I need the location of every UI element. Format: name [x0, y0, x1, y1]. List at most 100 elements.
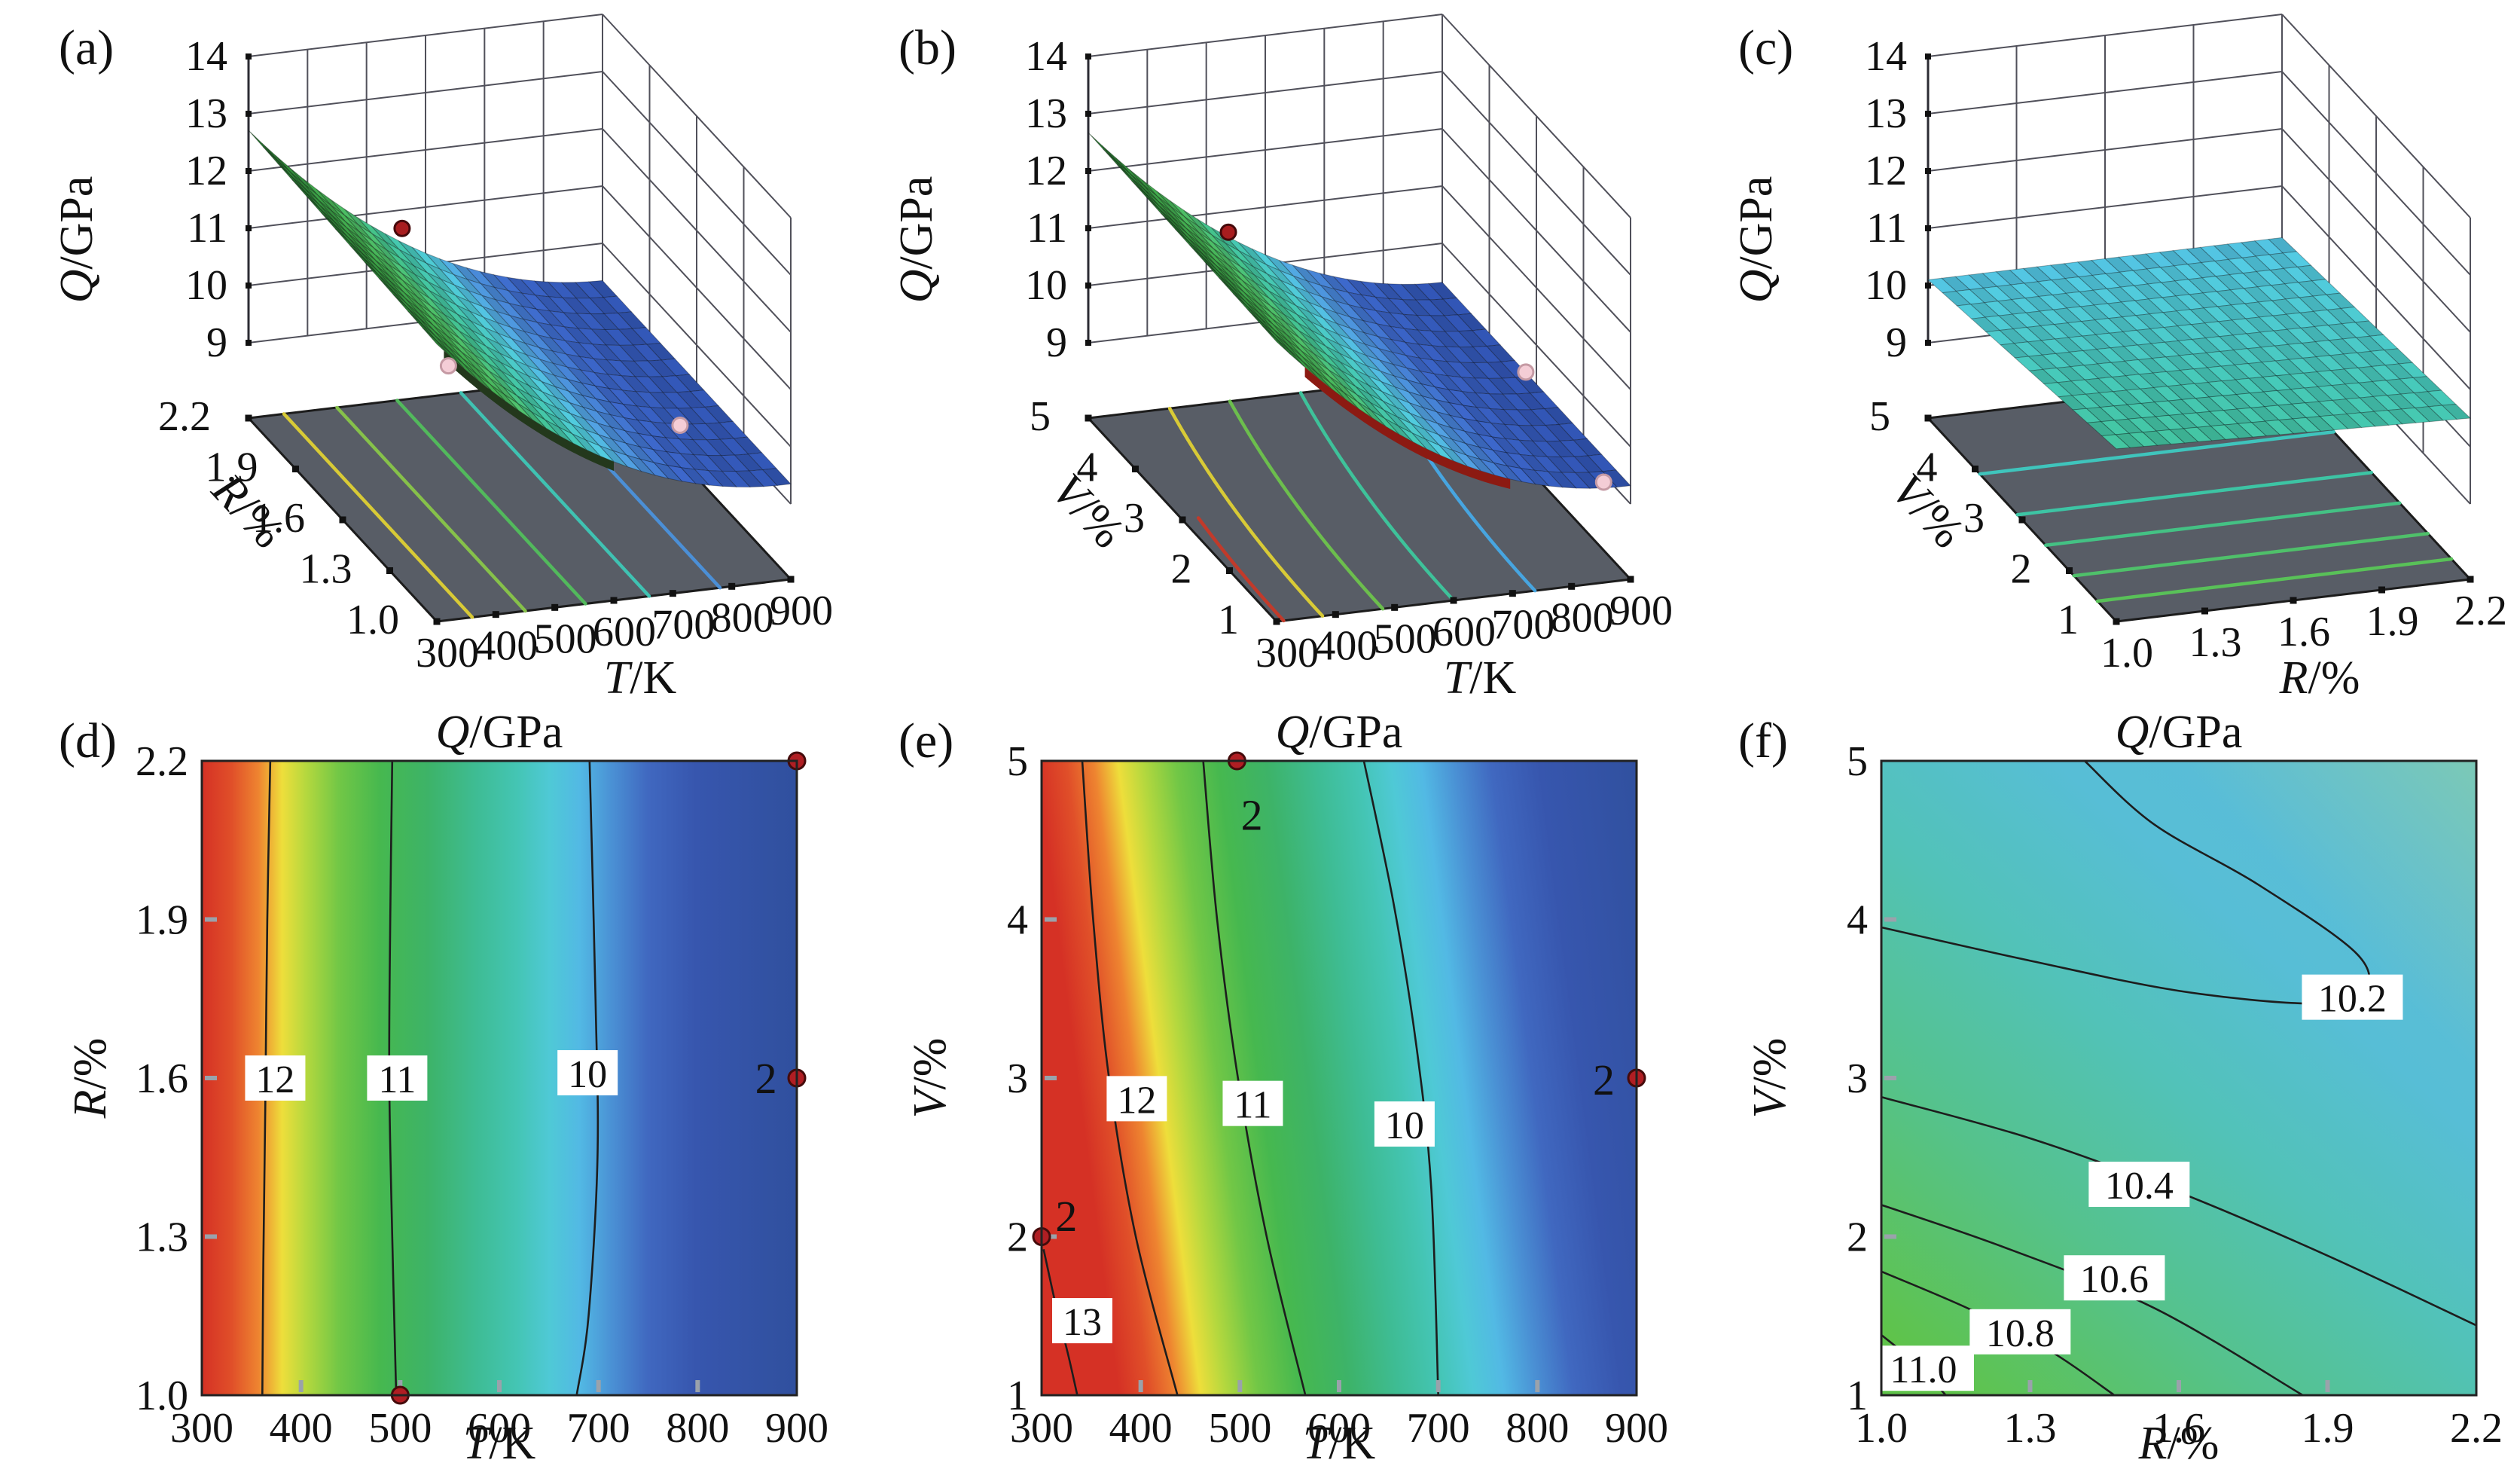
y-tick-label: 5	[1847, 738, 1868, 785]
data-point-dot	[1517, 363, 1535, 381]
y-tick-label: 3	[1007, 1055, 1028, 1102]
panel-c-x-axis-title: R/%	[2279, 652, 2360, 704]
x-tick-label: 700	[1491, 602, 1554, 649]
point-count-label: 2	[1593, 1055, 1615, 1104]
y-axis-tick	[433, 618, 441, 625]
y-tick-label: 1	[1218, 597, 1239, 643]
y-axis-tick	[292, 466, 299, 472]
contour-label-box	[1106, 1076, 1167, 1122]
panel-e-graphics: 12 11 10 13 2 2 2	[1032, 751, 1646, 1397]
panel-e: (e) 12 11 10 13 2 2 2 300 400 500 600 700 800 900 5 4 3…	[840, 708, 1679, 1463]
z-axis-tick	[246, 53, 252, 60]
x-tick-label: 2.2	[2454, 588, 2507, 634]
title-variable: Q	[1276, 708, 1310, 758]
x-axis-unit: /K	[630, 652, 676, 704]
x-tick-label: 400	[1314, 623, 1377, 670]
data-point-dot	[439, 357, 457, 375]
panel-e-y-axis-title: V/%	[905, 1038, 956, 1119]
data-point-dot	[393, 219, 411, 237]
panel-d: (d) 12 11 10 2 300 400 500 600 700 800 900 2.2 1.9 1…	[0, 708, 840, 1463]
panel-b-letter: (b)	[898, 20, 956, 75]
y-tick-label: 3	[1963, 495, 1985, 542]
panel-b-y-axis-title: V/%	[1042, 464, 1134, 557]
floor-contour-line	[2015, 471, 2373, 517]
panel-d-x-axis-title: T/K	[463, 1418, 536, 1463]
x-axis-unit: /%	[2308, 652, 2360, 704]
z-tick-label: 12	[185, 148, 227, 194]
panel-c-letter: (c)	[1738, 20, 1794, 75]
x-tick-label: 300	[1255, 630, 1319, 677]
y-tick-label: 1.3	[300, 546, 352, 593]
contour-label-box	[1872, 1345, 1974, 1391]
z-axis-tick	[1925, 225, 1931, 231]
x-axis-variable: R	[2138, 1418, 2168, 1463]
x-tick-label: 400	[474, 623, 538, 670]
x-axis-tick	[1391, 603, 1399, 611]
surface-mesh-cell	[2345, 412, 2376, 429]
contour-label-box	[557, 1049, 618, 1095]
z-axis-tick	[1085, 53, 1091, 60]
z-axis-tick	[1925, 53, 1931, 60]
z-tick-label: 10	[185, 262, 227, 309]
z-axis-variable: Q	[891, 270, 942, 304]
panel-e-x-axis-title: T/K	[1303, 1418, 1376, 1463]
y-axis-tick	[1924, 414, 1932, 422]
point-count-label: 2	[1055, 1192, 1077, 1241]
panel-b-z-axis-title: Q/GPa	[891, 176, 942, 304]
z-tick-label: 10	[1865, 262, 1907, 309]
floor-contour-line	[1978, 430, 2335, 476]
x-axis-unit: /K	[1329, 1418, 1375, 1463]
y-tick-label: 3	[1124, 495, 1145, 542]
panel-a-x-axis-title: T/K	[604, 652, 677, 704]
panel-c-y-axis-title: V/%	[1881, 464, 1974, 557]
floor-contour-line	[1228, 399, 1385, 611]
y-axis-tick	[1179, 516, 1186, 524]
floor-contour-line	[1196, 516, 1286, 623]
y-axis-variable: V	[1744, 1085, 1795, 1118]
surface-mesh-cell	[2318, 414, 2349, 431]
panel-b: (b) 300 400 500 600 700 800 900 5 4 3 2 1 14 13 12 11 10…	[840, 0, 1679, 708]
z-axis-tick	[246, 340, 252, 346]
x-tick-label: 900	[770, 588, 833, 634]
x-axis-tick	[610, 597, 618, 604]
x-axis-tick	[492, 611, 499, 618]
x-axis-tick	[2378, 586, 2385, 594]
plot-border	[200, 759, 798, 1397]
z-tick-label: 12	[1025, 148, 1067, 194]
y-axis-tick	[1226, 567, 1233, 574]
title-unit: /GPa	[2149, 708, 2242, 758]
y-axis-tick	[1972, 466, 1978, 472]
x-axis-variable: T	[463, 1418, 493, 1463]
panel-b-x-axis-title: T/K	[1444, 652, 1517, 704]
y-axis-variable: V	[905, 1085, 956, 1118]
z-tick-label: 14	[185, 33, 227, 80]
x-tick-label: 500	[1374, 615, 1437, 662]
panel-f: (f) 10.2 10.4 10.6 10.8 11.0 1.0 1.3 1.6 1.9 2.2…	[1679, 708, 2520, 1463]
x-tick-label: 600	[593, 609, 656, 655]
z-tick-label: 13	[1865, 90, 1907, 137]
contour-field	[1881, 761, 2476, 1395]
panel-f-graphics: 10.2 10.4 10.6 10.8 11.0	[1872, 759, 2478, 1397]
panel-e-letter: (e)	[898, 713, 954, 768]
contour-label: 12	[255, 1058, 294, 1101]
x-tick-label: 900	[765, 1405, 828, 1452]
z-tick-label: 11	[1866, 205, 1907, 252]
contour-label: 13	[1063, 1301, 1102, 1344]
y-tick-label: 4	[1847, 897, 1868, 944]
surface-mesh-cell	[2101, 434, 2131, 450]
y-axis-tick	[1273, 618, 1280, 625]
x-tick-label: 600	[1307, 1405, 1371, 1452]
x-tick-label: 1.9	[2302, 1405, 2354, 1452]
y-tick-label: 2.2	[136, 738, 188, 785]
z-tick-label: 11	[187, 205, 227, 252]
z-axis-tick	[1085, 225, 1091, 231]
y-axis-unit: /%	[65, 1038, 116, 1090]
panel-a-graphics	[245, 14, 795, 625]
z-tick-label: 9	[1886, 319, 1907, 366]
panel-a-letter: (a)	[59, 20, 114, 75]
y-axis-tick	[2113, 618, 2120, 625]
x-axis-tick	[787, 576, 795, 583]
panel-c: (c) 1.0 1.3 1.6 1.9 2.2 5 4 3 2 1 14 13 12 11 10 9 Q/GP…	[1679, 0, 2520, 708]
